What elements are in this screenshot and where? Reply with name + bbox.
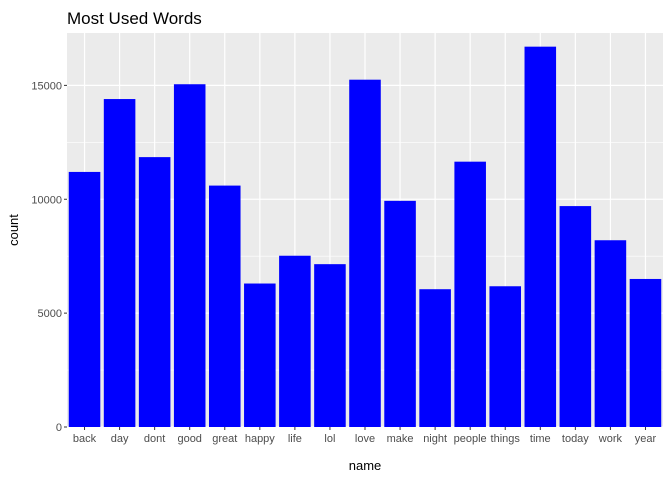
x-tick-label: day (111, 433, 129, 445)
x-tick-label: happy (245, 433, 275, 445)
y-axis-title: count (6, 214, 21, 246)
x-tick-label: lol (324, 433, 335, 445)
bar-night (419, 289, 451, 427)
x-tick-label: today (562, 433, 589, 445)
y-axis: 0 5000 10000 15000 (31, 80, 67, 434)
x-tick-label: people (454, 433, 487, 445)
bar-people (454, 161, 486, 427)
chart-title: Most Used Words (67, 9, 202, 28)
bar-lol (314, 264, 346, 427)
x-tick-label: love (355, 433, 375, 445)
y-tick-label: 5000 (38, 308, 62, 320)
y-tick-label: 0 (56, 422, 62, 434)
bar-things (489, 286, 522, 427)
bar-good (173, 84, 206, 428)
x-tick-label: make (387, 433, 414, 445)
bar-love (349, 79, 381, 427)
x-tick-label: dont (144, 433, 165, 445)
bar-year (629, 278, 662, 427)
bar-today (559, 206, 592, 427)
bar-day (103, 99, 136, 428)
bar-happy (244, 283, 276, 427)
x-tick-label: time (530, 433, 551, 445)
bar-work (594, 240, 627, 427)
x-tick-label: back (73, 433, 97, 445)
x-tick-label: things (491, 433, 521, 445)
x-tick-label: great (212, 433, 237, 445)
bar-life (279, 255, 311, 427)
x-axis: back day dont good great happy life lol love make… (73, 427, 657, 445)
x-tick-label: work (598, 433, 623, 445)
x-tick-label: year (635, 433, 657, 445)
bars (68, 46, 662, 428)
x-tick-label: good (177, 433, 201, 445)
bar-make (384, 200, 416, 427)
y-tick-label: 10000 (31, 194, 62, 206)
bar-great (208, 185, 241, 427)
x-tick-label: life (288, 433, 302, 445)
bar-back (68, 171, 101, 427)
bar-dont (138, 157, 171, 427)
x-axis-title: name (349, 458, 382, 473)
y-tick-label: 15000 (31, 80, 62, 92)
bar-time (524, 46, 557, 428)
x-tick-label: night (423, 433, 447, 445)
